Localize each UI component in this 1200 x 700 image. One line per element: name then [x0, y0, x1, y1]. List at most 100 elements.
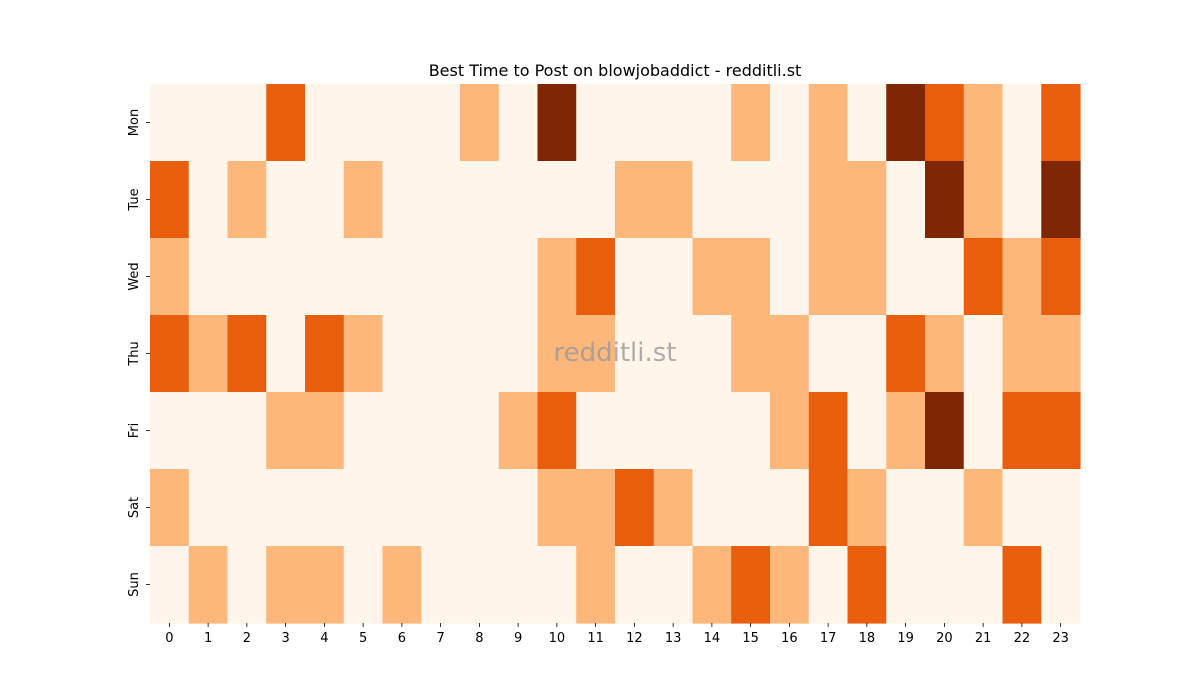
heatmap-cell-thu-9 — [498, 315, 539, 393]
heatmap-cell-wed-2 — [227, 238, 267, 316]
heatmap-cell-thu-20 — [925, 315, 965, 393]
heatmap-cells — [150, 84, 1081, 624]
heatmap-cell-sun-8 — [460, 546, 500, 624]
y-tick-label: Mon — [127, 109, 142, 136]
heatmap-cell-tue-11 — [576, 161, 616, 239]
heatmap-cell-mon-11 — [576, 84, 616, 162]
heatmap-cell-sat-16 — [770, 469, 810, 547]
heatmap-cell-mon-16 — [770, 84, 810, 162]
y-tick-label: Sun — [127, 572, 142, 597]
heatmap-cell-wed-7 — [421, 238, 461, 316]
heatmap-cell-wed-14 — [692, 238, 732, 316]
heatmap-cell-sun-10 — [537, 546, 577, 624]
heatmap-cell-fri-3 — [266, 392, 306, 470]
x-tick-label: 3 — [281, 631, 289, 646]
heatmap-cell-fri-5 — [343, 392, 384, 470]
heatmap-cell-fri-7 — [421, 392, 461, 470]
heatmap-cell-thu-8 — [460, 315, 500, 393]
heatmap-cell-sat-6 — [382, 469, 422, 547]
heatmap-cell-wed-16 — [770, 238, 810, 316]
heatmap-cell-sun-2 — [227, 546, 267, 624]
watermark: redditli.st — [554, 338, 677, 368]
x-tick-label: 14 — [704, 631, 721, 646]
x-tick-label: 4 — [320, 631, 328, 646]
heatmap-cell-mon-6 — [382, 84, 422, 162]
heatmap-cell-tue-21 — [963, 161, 1004, 239]
heatmap-cell-tue-15 — [731, 161, 771, 239]
heatmap-cell-mon-21 — [963, 84, 1004, 162]
y-tick-label: Wed — [127, 262, 142, 290]
heatmap-cell-fri-9 — [498, 392, 539, 470]
heatmap-cell-fri-13 — [653, 392, 694, 470]
heatmap-cell-sun-6 — [382, 546, 422, 624]
heatmap-cell-wed-3 — [266, 238, 306, 316]
heatmap-cell-wed-13 — [653, 238, 694, 316]
heatmap-cell-sun-16 — [770, 546, 810, 624]
x-tick-label: 15 — [742, 631, 759, 646]
heatmap-cell-sat-21 — [963, 469, 1004, 547]
heatmap-cell-mon-4 — [305, 84, 345, 162]
x-tick-label: 9 — [514, 631, 522, 646]
heatmap-cell-tue-5 — [343, 161, 384, 239]
heatmap-cell-sun-23 — [1041, 546, 1081, 624]
heatmap-cell-sat-5 — [343, 469, 384, 547]
heatmap-cell-mon-8 — [460, 84, 500, 162]
y-tick-label: Fri — [127, 423, 142, 439]
heatmap-cell-sun-11 — [576, 546, 616, 624]
heatmap-cell-fri-20 — [925, 392, 965, 470]
y-tick-label: Thu — [127, 341, 142, 366]
heatmap-cell-sun-18 — [847, 546, 887, 624]
heatmap-cell-thu-18 — [847, 315, 887, 393]
heatmap-cell-mon-1 — [188, 84, 229, 162]
heatmap-cell-tue-16 — [770, 161, 810, 239]
heatmap-cell-sun-20 — [925, 546, 965, 624]
heatmap-cell-tue-22 — [1002, 161, 1042, 239]
heatmap-cell-fri-17 — [808, 392, 849, 470]
heatmap-cell-tue-13 — [653, 161, 694, 239]
heatmap-cell-thu-22 — [1002, 315, 1042, 393]
heatmap-cell-tue-6 — [382, 161, 422, 239]
heatmap-cell-sat-22 — [1002, 469, 1042, 547]
x-tick-label: 7 — [436, 631, 444, 646]
heatmap-cell-tue-2 — [227, 161, 267, 239]
heatmap-cell-sun-9 — [498, 546, 539, 624]
heatmap-cell-mon-22 — [1002, 84, 1042, 162]
heatmap-cell-sat-8 — [460, 469, 500, 547]
y-tick-label: Tue — [127, 188, 142, 211]
heatmap-cell-wed-20 — [925, 238, 965, 316]
heatmap-cell-mon-18 — [847, 84, 887, 162]
heatmap-cell-fri-1 — [188, 392, 229, 470]
heatmap-cell-thu-23 — [1041, 315, 1081, 393]
heatmap-cell-thu-14 — [692, 315, 732, 393]
x-tick-label: 13 — [665, 631, 682, 646]
heatmap-cell-tue-8 — [460, 161, 500, 239]
heatmap-cell-sat-11 — [576, 469, 616, 547]
heatmap-cell-fri-12 — [615, 392, 655, 470]
x-tick-label: 6 — [398, 631, 406, 646]
x-tick-label: 17 — [820, 631, 837, 646]
heatmap-cell-thu-5 — [343, 315, 384, 393]
heatmap-cell-fri-8 — [460, 392, 500, 470]
heatmap-cell-sat-2 — [227, 469, 267, 547]
heatmap-cell-thu-19 — [886, 315, 926, 393]
x-tick-label: 8 — [475, 631, 483, 646]
heatmap-cell-sun-1 — [188, 546, 229, 624]
heatmap-cell-wed-8 — [460, 238, 500, 316]
x-tick-label: 2 — [243, 631, 251, 646]
heatmap-cell-mon-9 — [498, 84, 539, 162]
heatmap-cell-sun-4 — [305, 546, 345, 624]
heatmap-cell-tue-7 — [421, 161, 461, 239]
heatmap-cell-tue-4 — [305, 161, 345, 239]
heatmap-cell-sat-1 — [188, 469, 229, 547]
heatmap-cell-sun-14 — [692, 546, 732, 624]
heatmap-cell-fri-0 — [150, 392, 190, 470]
heatmap-cell-fri-15 — [731, 392, 771, 470]
x-tick-label: 23 — [1052, 631, 1069, 646]
heatmap-cell-tue-12 — [615, 161, 655, 239]
x-tick-label: 1 — [204, 631, 212, 646]
heatmap-cell-sun-13 — [653, 546, 694, 624]
heatmap-cell-sun-5 — [343, 546, 384, 624]
heatmap-cell-mon-23 — [1041, 84, 1081, 162]
heatmap-cell-sat-19 — [886, 469, 926, 547]
heatmap-cell-tue-23 — [1041, 161, 1081, 239]
